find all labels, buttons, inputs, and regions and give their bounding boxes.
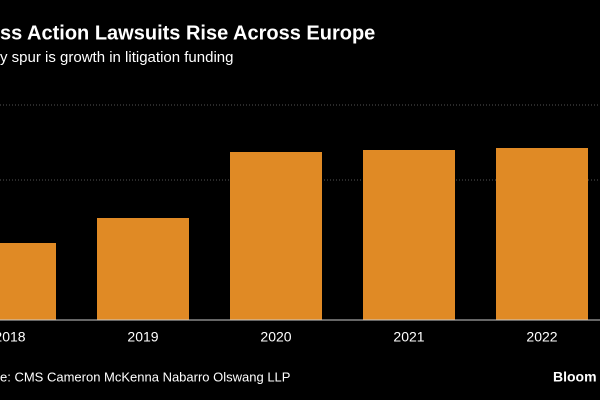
bar	[496, 148, 588, 320]
source-note: e: CMS Cameron McKenna Nabarro Olswang L…	[0, 369, 290, 384]
bar	[363, 150, 455, 320]
x-tick-label: 2018	[0, 329, 26, 345]
chart-title: ss Action Lawsuits Rise Across Europe	[0, 22, 375, 44]
x-tick-label: 2020	[260, 329, 291, 345]
bar	[97, 218, 189, 320]
x-tick-label: 2022	[526, 329, 557, 345]
bar	[230, 152, 322, 320]
x-tick-label: 2021	[393, 329, 424, 345]
brand: Bloom	[553, 369, 597, 385]
chart-subtitle: y spur is growth in litigation funding	[0, 49, 233, 66]
bar	[0, 243, 56, 320]
x-tick-label: 2019	[127, 329, 158, 345]
